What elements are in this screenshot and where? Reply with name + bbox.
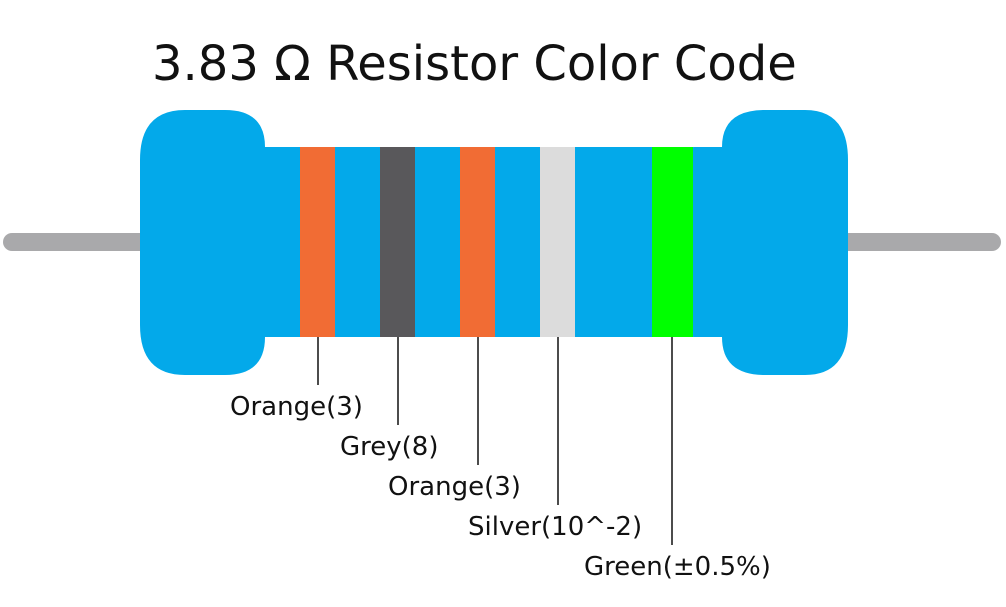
band xyxy=(300,147,335,337)
band-label: Green(±0.5%) xyxy=(584,552,771,582)
band-label: Orange(3) xyxy=(230,392,363,422)
band xyxy=(460,147,495,337)
band xyxy=(540,147,575,337)
band xyxy=(380,147,415,337)
band xyxy=(652,147,693,337)
band-label: Grey(8) xyxy=(340,432,438,462)
band-label: Orange(3) xyxy=(388,472,521,502)
band-label: Silver(10^-2) xyxy=(468,512,642,542)
title: 3.83 Ω Resistor Color Code xyxy=(152,36,797,92)
